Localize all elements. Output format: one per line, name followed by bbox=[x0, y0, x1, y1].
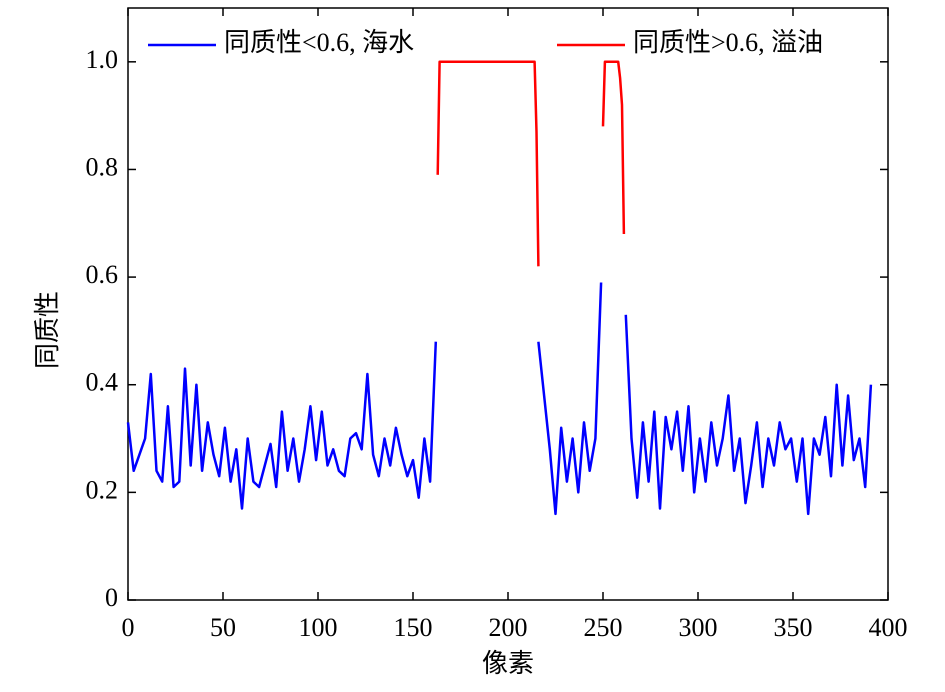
series-line bbox=[436, 60, 626, 267]
x-tick-label: 400 bbox=[869, 613, 908, 642]
y-tick-label: 0 bbox=[105, 583, 118, 612]
x-tick-label: 0 bbox=[122, 613, 135, 642]
x-tick-label: 100 bbox=[299, 613, 338, 642]
legend-label: 同质性>0.6, 溢油 bbox=[633, 28, 823, 57]
y-axis-label: 同质性 bbox=[33, 291, 62, 369]
x-axis-label: 像素 bbox=[482, 649, 534, 678]
x-tick-label: 250 bbox=[584, 613, 623, 642]
legend-label: 同质性<0.6, 海水 bbox=[224, 28, 414, 57]
y-tick-label: 0.4 bbox=[86, 368, 119, 397]
x-tick-label: 150 bbox=[394, 613, 433, 642]
x-tick-label: 350 bbox=[774, 613, 813, 642]
y-tick-label: 1.0 bbox=[86, 45, 119, 74]
series-line bbox=[126, 282, 873, 516]
y-tick-label: 0.6 bbox=[86, 260, 119, 289]
x-tick-label: 200 bbox=[489, 613, 528, 642]
x-tick-label: 300 bbox=[679, 613, 718, 642]
y-tick-label: 0.2 bbox=[86, 475, 119, 504]
x-tick-label: 50 bbox=[210, 613, 236, 642]
y-tick-label: 0.8 bbox=[86, 152, 119, 181]
plot-frame bbox=[127, 7, 889, 601]
